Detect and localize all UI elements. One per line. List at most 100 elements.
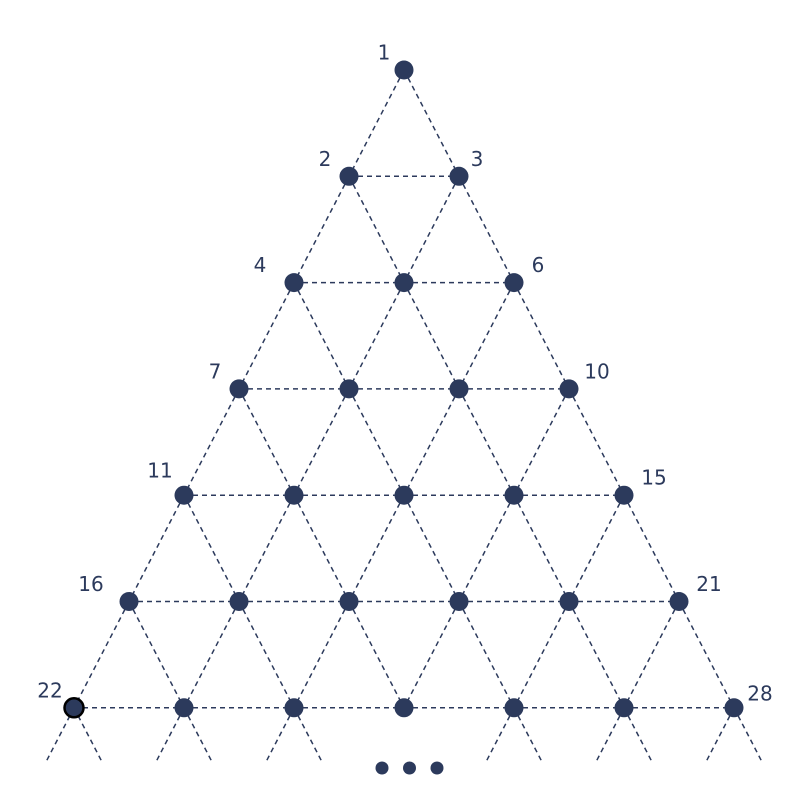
edge-19-25 <box>403 601 460 709</box>
continuation-dots <box>375 761 444 775</box>
edge-2-4 <box>293 175 350 283</box>
node-label-11: 11 <box>147 459 172 483</box>
edge-5-9 <box>403 282 460 390</box>
edge-6-9 <box>458 282 515 390</box>
node-9 <box>449 379 469 399</box>
node-layer <box>63 60 744 719</box>
node-label-28: 28 <box>747 681 772 705</box>
node-label-6: 6 <box>532 253 545 277</box>
edge-2-5 <box>348 175 405 283</box>
edge-8-12 <box>293 388 350 496</box>
node-5 <box>394 273 414 293</box>
node-17 <box>229 592 249 611</box>
edge-4-7 <box>238 282 295 390</box>
edge-9-14 <box>458 388 515 496</box>
node-18 <box>339 592 359 611</box>
edge-16-22 <box>73 601 130 709</box>
continuation-edge-23-right <box>183 707 213 762</box>
edge-6-10 <box>513 282 570 390</box>
edge-19-26 <box>458 601 515 709</box>
edge-3-5 <box>403 175 460 283</box>
edge-3-6 <box>458 175 515 283</box>
continuation-edge-26-right <box>513 707 543 762</box>
edge-15-21 <box>623 494 680 602</box>
edge-4-8 <box>293 282 350 390</box>
node-24 <box>284 698 304 718</box>
continuation-edge-23-left <box>155 707 185 762</box>
edge-20-26 <box>513 601 570 709</box>
edge-21-28 <box>678 601 735 709</box>
node-1 <box>394 60 414 80</box>
edge-18-25 <box>348 601 405 709</box>
node-21 <box>669 592 689 611</box>
continuation-edge-24-right <box>293 707 323 762</box>
node-6 <box>504 273 524 293</box>
node-12 <box>284 485 304 505</box>
edge-7-12 <box>238 388 295 496</box>
node-4 <box>284 273 304 293</box>
node-2 <box>339 166 359 186</box>
edge-13-19 <box>403 494 460 602</box>
edge-21-27 <box>623 601 680 709</box>
edge-16-23 <box>128 601 185 709</box>
node-label-7: 7 <box>209 359 222 383</box>
node-11 <box>174 485 194 505</box>
edge-5-8 <box>348 282 405 390</box>
continuation-edge-27-right <box>623 707 653 762</box>
edge-20-27 <box>568 601 625 709</box>
edge-layer <box>73 69 735 709</box>
ellipsis-dot <box>403 761 416 775</box>
node-label-1: 1 <box>378 41 391 65</box>
node-label-21: 21 <box>696 572 721 596</box>
node-14 <box>504 485 524 505</box>
edge-14-20 <box>513 494 570 602</box>
node-26 <box>504 698 524 718</box>
edge-12-17 <box>238 494 295 602</box>
edge-1-2 <box>348 69 405 177</box>
edge-10-14 <box>513 388 570 496</box>
edge-17-24 <box>238 601 295 709</box>
node-27 <box>614 698 634 718</box>
continuation-edge-26-left <box>485 707 515 762</box>
edge-11-16 <box>128 494 185 602</box>
continuation-edge-24-left <box>265 707 295 762</box>
edge-8-13 <box>348 388 405 496</box>
node-label-3: 3 <box>471 147 484 171</box>
continuation-edge-28-left <box>705 707 735 762</box>
edge-17-23 <box>183 601 240 709</box>
node-8 <box>339 379 359 399</box>
ellipsis-dot <box>430 761 444 775</box>
edge-14-19 <box>458 494 515 602</box>
edge-1-3 <box>403 69 460 177</box>
edge-9-13 <box>403 388 460 496</box>
node-22 <box>63 697 85 719</box>
node-15 <box>614 485 634 505</box>
continuation-edge-27-left <box>595 707 625 762</box>
node-13 <box>394 485 414 505</box>
node-16 <box>119 592 139 611</box>
node-7 <box>229 379 249 399</box>
ellipsis-dot <box>375 761 389 775</box>
node-label-22: 22 <box>37 678 62 702</box>
label-layer: 1 2 3 4 6 7 10 11 15 16 21 22 28 <box>37 41 772 706</box>
edge-15-20 <box>568 494 625 602</box>
continuation-edge-layer <box>45 707 763 762</box>
node-label-2: 2 <box>319 147 332 171</box>
edge-18-24 <box>293 601 350 709</box>
node-label-4: 4 <box>254 253 267 277</box>
edge-12-18 <box>293 494 350 602</box>
node-label-16: 16 <box>78 572 103 596</box>
edge-7-11 <box>183 388 240 496</box>
edge-13-18 <box>348 494 405 602</box>
node-label-15: 15 <box>641 466 666 490</box>
node-19 <box>449 592 469 611</box>
node-25 <box>394 698 414 718</box>
node-20 <box>559 592 579 611</box>
edge-11-17 <box>183 494 240 602</box>
node-23 <box>174 698 194 718</box>
continuation-edge-28-right <box>733 707 763 762</box>
node-10 <box>559 379 579 399</box>
node-3 <box>449 166 469 186</box>
